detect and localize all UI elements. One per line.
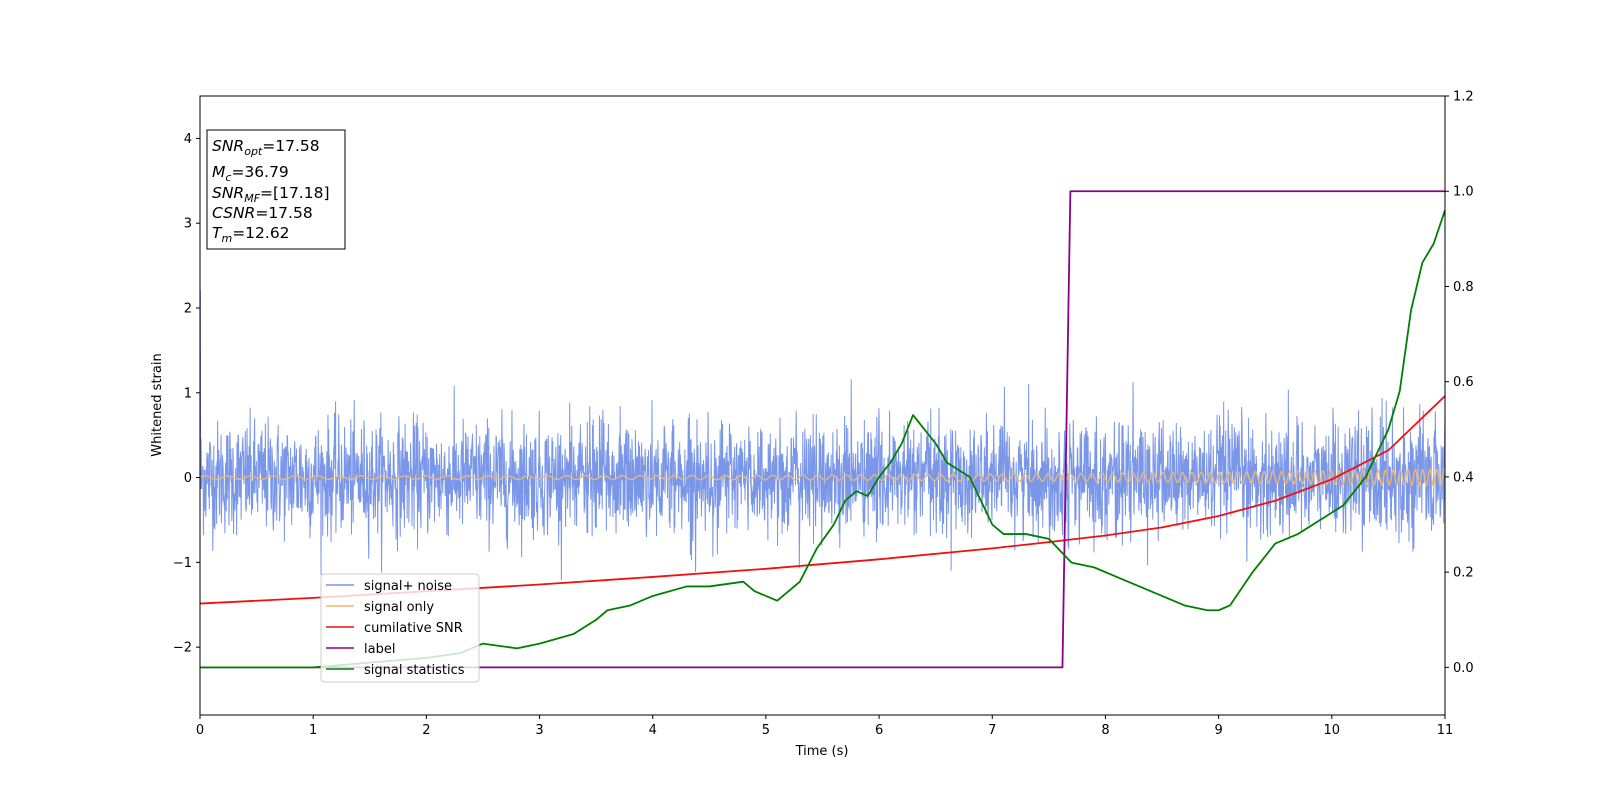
y-left-tick-label: 0 [184,471,192,486]
y-left-tick-label: −1 [173,556,192,571]
series-signal-only [200,467,1445,487]
x-tick-label: 4 [649,723,657,738]
x-tick-label: 10 [1324,723,1341,738]
stats-snr-opt-base: SNR [212,137,244,155]
legend-label-signal-only: signal only [364,600,434,615]
stats-snr-mf-base: SNR [212,184,244,202]
y-right-tick-label: 0.8 [1453,280,1474,295]
series-cumulative-snr [200,395,1445,605]
y-left-tick-label: 3 [184,217,192,232]
stats-snr-mf-sub: MF [244,192,260,205]
y-right-tick-label: 0.4 [1453,470,1474,485]
x-tick-label: 2 [422,723,430,738]
x-tick-label: 9 [1214,723,1222,738]
y-axis-left: −2 −1 0 1 2 3 4 [173,132,200,656]
stats-annotation-box: SNRopt=17.58 Mc=36.79 SNRMF=[17.18] CSNR… [206,129,346,250]
stats-tm-base: T [212,224,223,242]
legend: signal+ noise signal only cumilative SNR… [320,573,480,683]
y-right-tick-label: 1.0 [1453,185,1474,200]
y-axis-right: 0.0 0.2 0.4 0.6 0.8 1.0 1.2 [1445,90,1474,676]
series-signal-statistics [200,209,1445,669]
stats-mc-sub: c [225,171,231,184]
stats-tm-value: =12.62 [232,224,289,242]
stats-snr-opt-sub: opt [244,145,263,158]
plot-frame [199,95,1446,716]
stats-csnr-value: =17.58 [255,204,312,222]
stats-line-tm: Tm=12.62 [212,224,290,245]
x-tick-label: 8 [1101,723,1109,738]
stats-line-snr-mf: SNRMF=[17.18] [212,184,330,205]
stats-line-csnr: CSNR=17.58 [212,204,313,222]
legend-frame [320,573,480,683]
y-right-tick-label: 0.2 [1453,566,1474,581]
y-left-tick-label: 4 [184,132,192,147]
legend-label-signal-noise: signal+ noise [364,579,452,594]
x-tick-label: 3 [535,723,543,738]
stats-box-frame [206,129,346,250]
x-tick-label: 7 [988,723,996,738]
y-left-tick-label: 2 [184,301,192,316]
stats-line-snr-opt: SNRopt=17.58 [212,137,320,158]
y-right-tick-label: 0.6 [1453,375,1474,390]
stats-tm-sub: m [221,232,232,245]
legend-label-signal-statistics: signal statistics [364,663,465,678]
x-tick-label: 11 [1437,723,1454,738]
stats-snr-mf-value: =[17.18] [260,184,329,202]
series-layer [200,190,1445,669]
y-right-tick-label: 0.0 [1453,661,1474,676]
x-tick-label: 0 [196,723,204,738]
y-left-tick-label: 1 [184,386,192,401]
stats-snr-opt-value: =17.58 [262,137,319,155]
y-left-tick-label: −2 [173,641,192,656]
series-signal-noise [200,291,1445,581]
y-right-tick-label: 1.2 [1453,90,1474,105]
y-axis-label: Whitened strain [150,353,165,456]
x-axis: 0 1 2 3 4 5 6 7 8 9 10 11 [196,715,1453,738]
stats-mc-base: M [212,163,225,181]
legend-label-label: label [364,642,395,657]
stats-line-mc: Mc=36.79 [212,163,289,184]
legend-label-cumulative-snr: cumilative SNR [364,621,463,636]
stats-mc-value: =36.79 [231,163,288,181]
x-tick-label: 1 [309,723,317,738]
stats-csnr-base: CSNR [212,204,255,222]
x-axis-label: Time (s) [795,744,849,759]
series-label [200,190,1445,669]
x-tick-label: 6 [875,723,883,738]
x-tick-label: 5 [762,723,770,738]
